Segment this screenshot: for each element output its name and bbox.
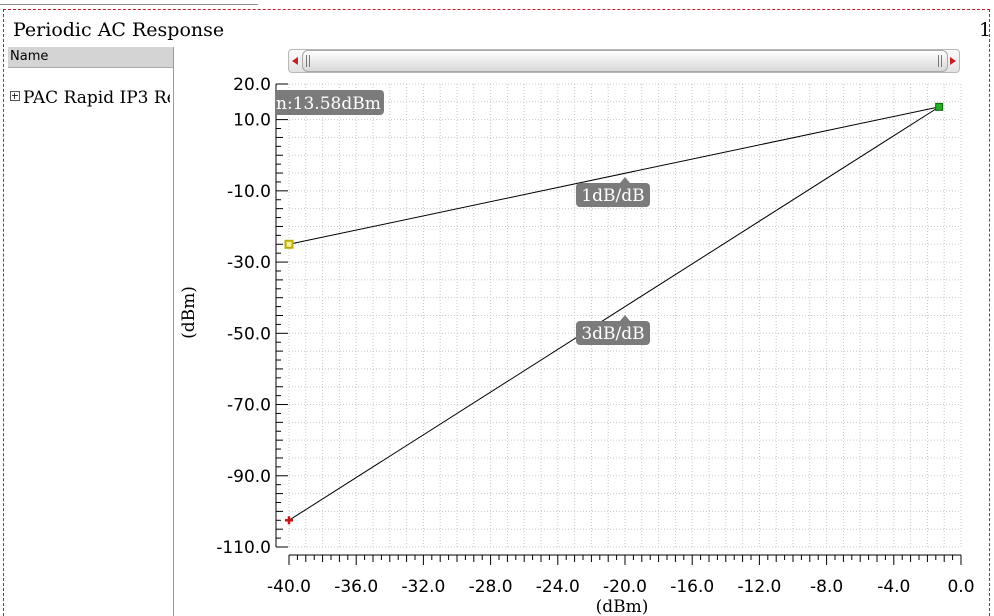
subplot-frame <box>3 9 990 616</box>
tree-item-label: PAC Rapid IP3 Re <box>23 88 170 108</box>
thumb-right-grip-icon[interactable] <box>938 55 942 67</box>
y-axis-title: (dBm) <box>179 286 199 339</box>
slope-label-1db-text: 1dB/dB <box>581 186 644 206</box>
intercept-callout-box <box>275 90 384 115</box>
y-tick-label: -30.0 <box>227 253 271 273</box>
x-tick-label: 0.0 <box>947 577 974 597</box>
x-tick-label: -36.0 <box>334 577 378 597</box>
slope-label-3db-text: 3dB/dB <box>581 324 644 344</box>
thumb-left-grip-icon[interactable] <box>306 55 310 67</box>
scroll-left-arrow-icon[interactable] <box>292 57 298 65</box>
x-tick-label: -12.0 <box>737 577 781 597</box>
slope-label-1db-box <box>576 183 650 207</box>
x-tick-label: -4.0 <box>877 577 910 597</box>
slope-label-3db-pointer <box>620 315 630 321</box>
intercept-callout: n:13.58dBm <box>275 90 384 115</box>
x-axis-title: (dBm) <box>596 597 649 616</box>
series-line-1db <box>288 106 940 245</box>
y-tick-label: -10.0 <box>227 182 271 202</box>
y-tick-label: 20.0 <box>233 75 271 95</box>
y-tick-label: -90.0 <box>227 467 271 487</box>
slope-label-3db: 3dB/dB <box>576 315 650 345</box>
window-top-strip <box>0 0 994 5</box>
x-tick-label: -16.0 <box>670 577 714 597</box>
window-tab[interactable] <box>0 0 258 5</box>
x-tick-label: -32.0 <box>401 577 445 597</box>
x-tick-label: -8.0 <box>810 577 843 597</box>
x-tick-label: -20.0 <box>603 577 647 597</box>
slope-label-3db-box <box>576 321 650 345</box>
expand-plus-icon[interactable] <box>10 91 20 101</box>
scrollbar-thumb[interactable] <box>302 50 948 72</box>
intercept-point-marker <box>935 102 944 111</box>
y-tick-label: 10.0 <box>233 111 271 131</box>
x-tick-label: -24.0 <box>536 577 580 597</box>
y-tick-label: -110.0 <box>216 538 271 558</box>
intercept-callout-text: n:13.58dBm <box>276 94 381 114</box>
y-tick-label: -70.0 <box>227 396 271 416</box>
x-tick-label: -28.0 <box>469 577 513 597</box>
window-title: Periodic AC Response <box>13 19 225 41</box>
fundamental-start-marker <box>284 239 294 249</box>
horizontal-scrollbar[interactable] <box>288 47 960 75</box>
subplot-index: 1 <box>979 19 992 41</box>
series-line-3db <box>288 106 940 521</box>
x-tick-label: -40.0 <box>267 577 311 597</box>
y-tick-label: -50.0 <box>227 324 271 344</box>
slope-label-1db: 1dB/dB <box>576 177 650 207</box>
scroll-right-arrow-icon[interactable] <box>950 57 956 65</box>
results-browser: Name PAC Rapid IP3 Re <box>8 47 174 616</box>
slope-label-1db-pointer <box>620 177 630 183</box>
tree-item-pac-rapid-ip3[interactable]: PAC Rapid IP3 Re <box>10 88 170 108</box>
name-column-header[interactable]: Name <box>8 47 173 68</box>
